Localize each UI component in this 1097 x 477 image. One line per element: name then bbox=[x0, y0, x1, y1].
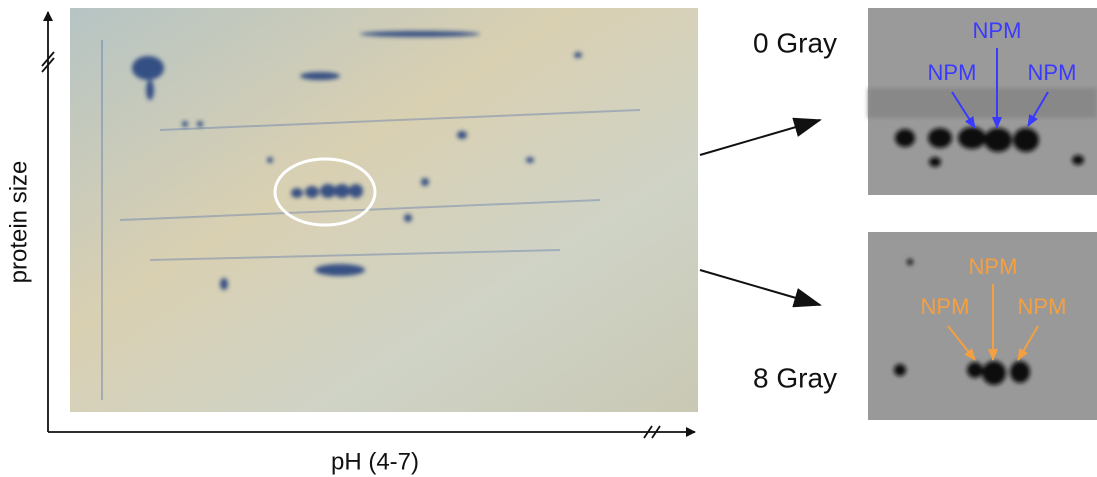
gel-image bbox=[70, 8, 698, 412]
annotation: NPM bbox=[1028, 60, 1077, 85]
annotation: NPM bbox=[973, 18, 1022, 43]
x-axis-label: pH (4-7) bbox=[331, 448, 419, 475]
zoom-panel: NPM NPM NPM bbox=[868, 232, 1097, 420]
panel-label: 0 Gray bbox=[753, 27, 837, 58]
y-axis-label: protein size bbox=[5, 161, 32, 284]
panel-label: 8 Gray bbox=[753, 362, 837, 393]
zoom-panel: NPM NPM NPM bbox=[868, 8, 1097, 195]
arrow bbox=[700, 120, 820, 155]
arrow bbox=[700, 270, 820, 305]
annotation: NPM bbox=[928, 60, 977, 85]
figure: protein size pH (4-7) NPM NPM NPM 0 Gray bbox=[0, 0, 1097, 477]
annotation: NPM bbox=[1018, 294, 1067, 319]
annotation: NPM bbox=[921, 294, 970, 319]
annotation: NPM bbox=[969, 254, 1018, 279]
